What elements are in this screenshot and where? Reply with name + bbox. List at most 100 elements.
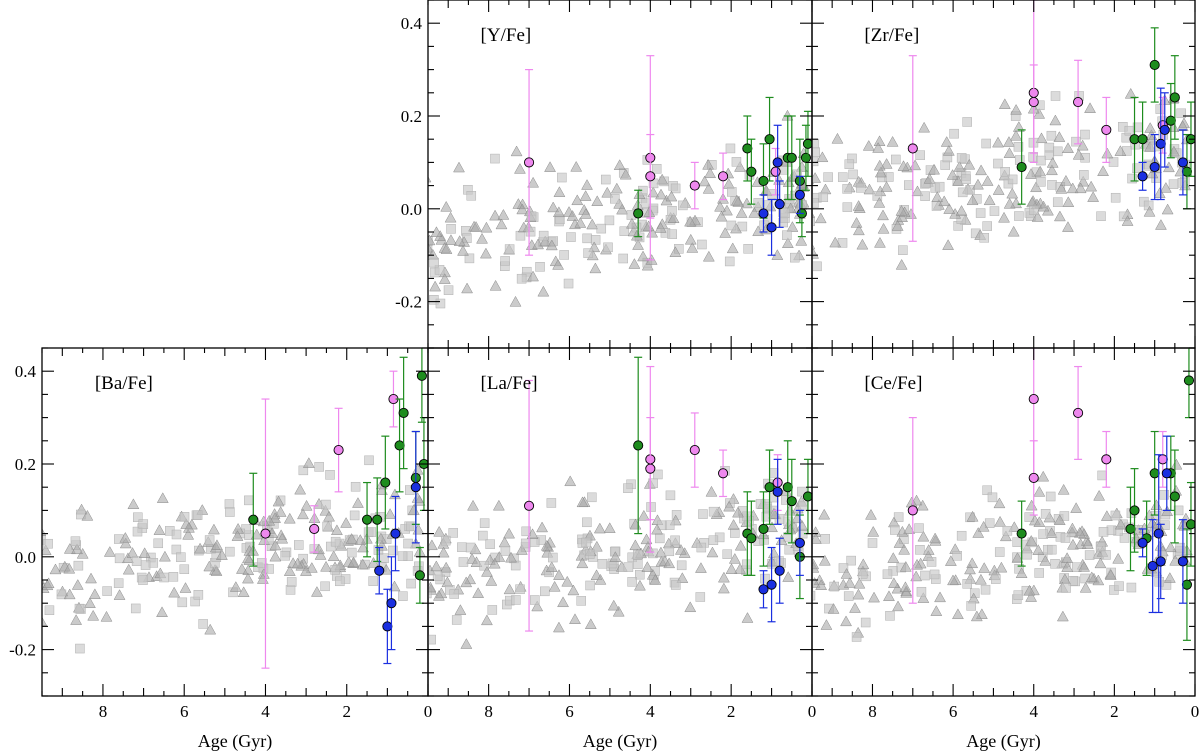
literature-triangle-marker xyxy=(103,546,116,557)
literature-square-marker xyxy=(366,527,377,537)
literature-triangle-marker xyxy=(440,561,453,573)
literature-square-marker xyxy=(653,469,663,480)
literature-triangle-marker xyxy=(1112,552,1125,564)
literature-triangle-marker xyxy=(537,285,550,297)
literature-triangle-marker xyxy=(488,557,501,569)
literature-triangle-marker xyxy=(998,211,1010,223)
literature-triangle-marker xyxy=(1030,181,1042,193)
literature-triangle-marker xyxy=(812,247,819,259)
literature-triangle-marker xyxy=(470,221,482,232)
literature-square-marker xyxy=(812,261,822,272)
literature-triangle-marker xyxy=(81,509,94,521)
literature-square-marker xyxy=(346,547,357,558)
literature-triangle-marker xyxy=(674,543,687,555)
literature-triangle-marker xyxy=(428,242,434,253)
literature-triangle-marker xyxy=(138,547,151,558)
literature-square-marker xyxy=(837,172,848,182)
literature-square-marker xyxy=(548,552,558,563)
literature-square-marker xyxy=(179,512,190,522)
literature-square-marker xyxy=(982,485,992,496)
literature-square-marker xyxy=(429,257,439,268)
literature-triangle-marker xyxy=(493,551,506,562)
literature-triangle-marker xyxy=(850,216,863,228)
blue-point xyxy=(772,486,783,497)
green-point xyxy=(398,407,409,419)
literature-square-marker xyxy=(138,575,148,585)
blue-point xyxy=(1137,171,1148,182)
x-tick-label: 0 xyxy=(424,702,433,721)
literature-triangle-marker xyxy=(922,544,935,555)
blue-point xyxy=(774,565,785,576)
literature-square-marker xyxy=(530,595,540,605)
literature-square-marker xyxy=(1061,583,1071,593)
magenta-series-top-middle xyxy=(524,55,781,261)
literature-square-marker xyxy=(708,535,719,545)
green-series-top-right xyxy=(1016,27,1195,210)
literature-sample-bottom-middle xyxy=(428,465,809,649)
literature-triangle-marker xyxy=(495,218,508,230)
literature-triangle-marker xyxy=(640,533,653,545)
blue-point xyxy=(410,482,421,493)
literature-triangle-marker xyxy=(603,522,616,533)
literature-triangle-marker xyxy=(547,201,560,213)
literature-square-marker xyxy=(987,492,998,503)
literature-triangle-marker xyxy=(1055,182,1068,194)
literature-square-marker xyxy=(1175,542,1185,553)
literature-square-marker xyxy=(981,138,991,149)
literature-triangle-marker xyxy=(527,270,539,282)
literature-triangle-marker xyxy=(1121,215,1134,226)
green-point xyxy=(764,482,775,493)
literature-triangle-marker xyxy=(873,135,886,146)
literature-triangle-marker xyxy=(655,188,667,200)
literature-triangle-marker xyxy=(1033,516,1046,527)
literature-square-marker xyxy=(646,502,656,512)
literature-square-marker xyxy=(779,165,789,175)
literature-square-marker xyxy=(557,172,567,183)
literature-triangle-marker xyxy=(584,618,597,629)
literature-square-marker xyxy=(1106,525,1117,536)
literature-triangle-marker xyxy=(1155,219,1167,230)
literature-square-marker xyxy=(1034,568,1044,578)
literature-triangle-marker xyxy=(786,221,799,232)
literature-square-marker xyxy=(856,183,866,193)
literature-square-marker xyxy=(1036,177,1046,187)
literature-triangle-marker xyxy=(609,551,622,562)
x-tick-label: 8 xyxy=(99,702,108,721)
magenta-point xyxy=(907,143,918,154)
literature-triangle-marker xyxy=(440,200,453,212)
literature-square-marker xyxy=(590,235,601,245)
literature-square-marker xyxy=(434,265,445,275)
literature-square-marker xyxy=(535,262,545,272)
literature-triangle-marker xyxy=(320,560,332,572)
literature-triangle-marker xyxy=(1033,485,1046,497)
literature-square-marker xyxy=(198,619,208,629)
literature-square-marker xyxy=(915,545,925,555)
literature-triangle-marker xyxy=(843,577,856,588)
literature-square-marker xyxy=(926,557,937,567)
literature-square-marker xyxy=(767,189,777,199)
literature-square-marker xyxy=(464,253,475,264)
literature-triangle-marker xyxy=(964,563,976,575)
literature-square-marker xyxy=(664,520,675,530)
literature-triangle-marker xyxy=(887,577,900,588)
literature-square-marker xyxy=(1052,197,1063,207)
literature-triangle-marker xyxy=(1053,210,1066,222)
literature-triangle-marker xyxy=(242,572,254,584)
literature-triangle-marker xyxy=(566,210,579,221)
literature-square-marker xyxy=(671,580,681,590)
literature-triangle-marker xyxy=(895,258,908,270)
green-point xyxy=(1016,528,1027,539)
x-tick-label: 6 xyxy=(180,702,189,721)
literature-triangle-marker xyxy=(590,540,603,552)
literature-square-marker xyxy=(485,539,495,549)
literature-square-marker xyxy=(1097,470,1107,481)
literature-triangle-marker xyxy=(812,172,822,183)
x-tick-label: 0 xyxy=(1191,702,1200,721)
literature-triangle-marker xyxy=(250,528,263,540)
magenta-point xyxy=(770,166,781,177)
panel-title: [Zr/Fe] xyxy=(864,25,919,46)
literature-square-marker xyxy=(1013,141,1024,152)
literature-triangle-marker xyxy=(497,208,510,220)
green-point xyxy=(802,138,812,149)
literature-triangle-marker xyxy=(536,521,549,533)
